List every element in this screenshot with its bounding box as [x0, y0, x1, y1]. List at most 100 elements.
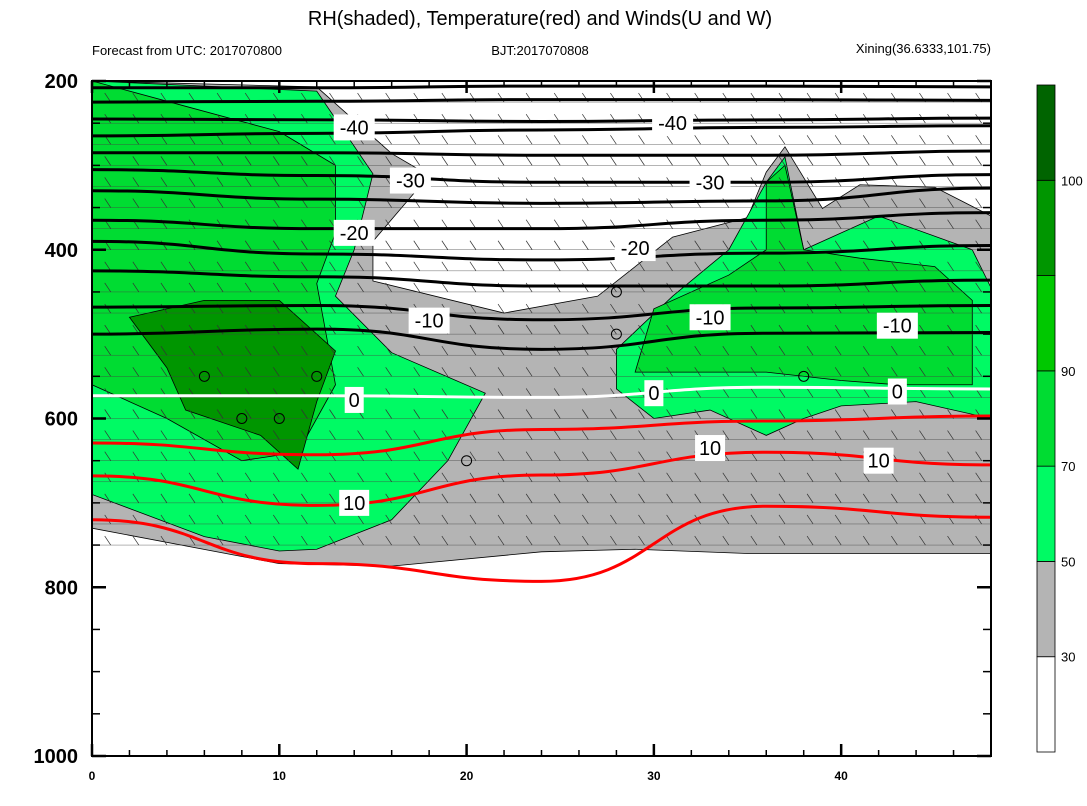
wind-barb — [385, 346, 392, 356]
wind-barb — [947, 261, 954, 272]
wind-barb — [244, 261, 252, 272]
wind-barb — [273, 198, 280, 208]
wind-barb — [385, 430, 392, 440]
wind-barb — [216, 346, 224, 356]
wind-barb — [301, 535, 308, 546]
wind-barb — [188, 135, 196, 145]
wind-barb — [385, 261, 392, 272]
wind-barb — [104, 156, 112, 166]
wind-barb — [357, 535, 364, 546]
wind-barb — [469, 261, 477, 272]
wind-barb — [301, 367, 308, 377]
wind-barb — [385, 282, 392, 293]
wind-barb — [188, 177, 196, 187]
wind-barb — [666, 472, 673, 482]
wind-barb — [834, 346, 842, 356]
wind-barb — [750, 388, 758, 398]
wind-barb — [385, 451, 392, 461]
wind-barb — [694, 409, 701, 419]
wind-barb — [947, 282, 954, 293]
wind-barb — [778, 240, 786, 250]
wind-barb — [413, 135, 421, 145]
wind-barb — [834, 367, 842, 377]
contour-line-14 — [92, 450, 991, 507]
wind-barb — [891, 430, 898, 440]
wind-barb — [497, 261, 505, 272]
wind-barb — [553, 156, 561, 166]
wind-barb — [778, 514, 786, 525]
wind-barb — [891, 261, 898, 272]
contour-line-9 — [92, 269, 991, 288]
wind-barb — [553, 493, 561, 504]
wind-barb — [244, 198, 252, 208]
calm-wind-circle — [198, 370, 210, 382]
wind-barb — [329, 240, 336, 250]
wind-barb — [638, 493, 645, 504]
wind-barb — [638, 514, 645, 525]
wind-barb — [441, 156, 449, 166]
wind-barb — [525, 514, 533, 525]
wind-barb — [469, 240, 477, 250]
wind-barb — [750, 472, 758, 482]
wind-barb — [525, 303, 533, 314]
wind-barb — [132, 198, 140, 208]
wind-barb — [975, 282, 982, 293]
wind-barb — [525, 261, 533, 272]
wind-barb — [301, 346, 308, 356]
wind-barb — [750, 535, 758, 546]
wind-barb — [104, 451, 112, 461]
y-tick-label: 1000 — [34, 746, 79, 768]
wind-barb — [975, 198, 982, 208]
bjt-subtitle: BJT:2017070808 — [491, 43, 589, 58]
wind-barb — [919, 135, 926, 145]
wind-barb — [441, 261, 449, 272]
wind-barb — [497, 451, 505, 461]
chart-title: RH(shaded), Temperature(red) and Winds(U… — [308, 8, 772, 30]
colorbar-swatch — [1036, 656, 1056, 753]
wind-barb — [947, 451, 954, 461]
wind-barb — [778, 409, 786, 419]
wind-barb — [413, 451, 421, 461]
wind-barb — [582, 135, 589, 145]
wind-barb — [553, 346, 561, 356]
contour-line-13 — [92, 414, 991, 457]
calm-wind-markers — [198, 286, 810, 467]
wind-barb — [947, 219, 954, 229]
wind-barb — [582, 409, 589, 419]
wind-barb — [666, 346, 673, 356]
colorbar-label: 100 — [1061, 173, 1083, 188]
wind-barb — [638, 324, 645, 335]
wind-barb — [188, 472, 196, 482]
colorbar-swatch — [1036, 84, 1056, 181]
wind-barb — [188, 198, 196, 208]
wind-barb — [301, 430, 308, 440]
wind-barb — [778, 430, 786, 440]
wind-barb — [160, 261, 168, 272]
wind-barb — [132, 409, 140, 419]
calm-wind-circle — [461, 455, 473, 467]
wind-barb — [160, 156, 168, 166]
wind-barb — [694, 472, 701, 482]
wind-barb — [834, 219, 842, 229]
contour-line-15 — [92, 504, 991, 583]
wind-barb — [694, 156, 701, 166]
wind-barb — [525, 156, 533, 166]
wind-barb — [750, 514, 758, 525]
wind-barb — [441, 367, 449, 377]
wind-barb — [329, 282, 336, 293]
contour-line-11 — [92, 327, 991, 351]
wind-barb — [357, 261, 364, 272]
wind-barb — [862, 219, 870, 229]
wind-barb — [947, 493, 954, 504]
wind-barb — [104, 493, 112, 504]
wind-barb — [582, 514, 589, 525]
wind-barb — [582, 240, 589, 250]
wind-barb — [244, 177, 252, 187]
wind-barb — [975, 156, 982, 166]
wind-barb — [273, 135, 280, 145]
wind-barb — [750, 240, 758, 250]
wind-barb — [469, 493, 477, 504]
wind-barb — [244, 240, 252, 250]
